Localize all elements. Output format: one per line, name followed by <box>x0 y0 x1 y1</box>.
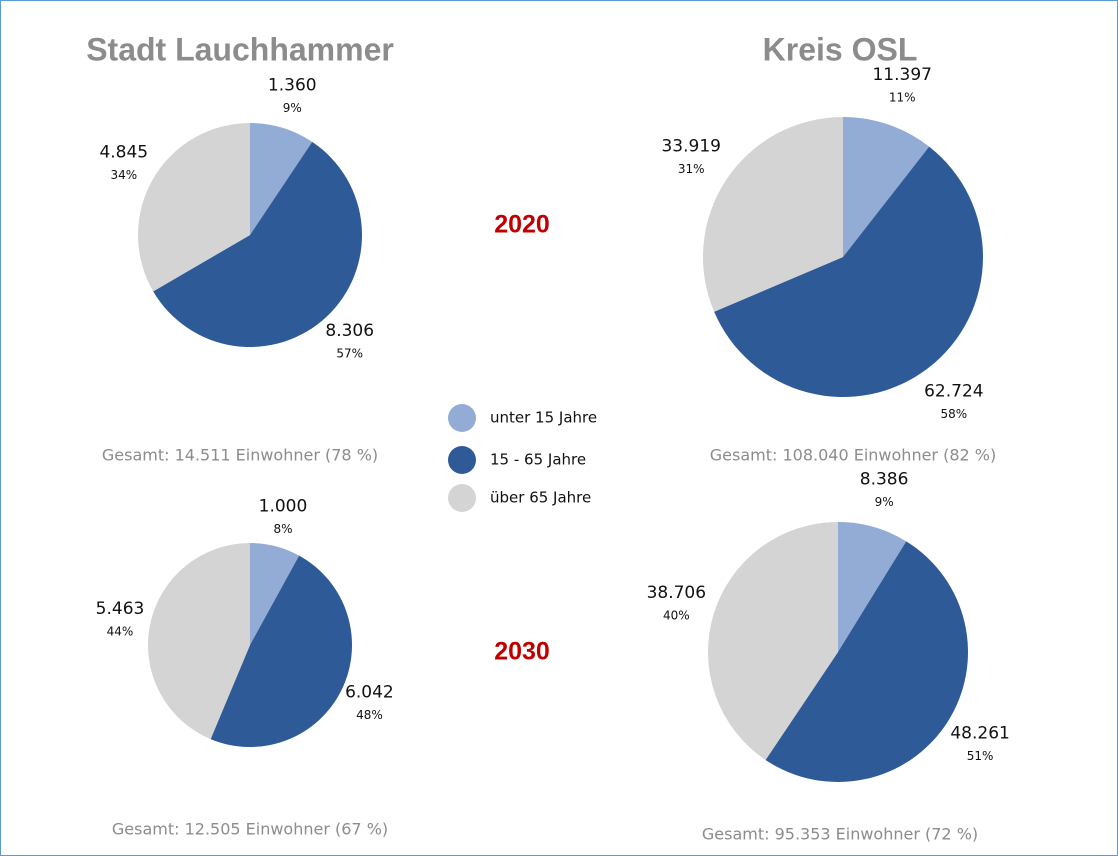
percent-label: 44% <box>107 624 134 638</box>
percent-label: 40% <box>663 608 690 622</box>
value-label: 6.042 <box>345 683 394 703</box>
pie-slice <box>138 123 250 292</box>
legend-label: unter 15 Jahre <box>490 409 597 427</box>
value-label: 48.261 <box>950 723 1009 743</box>
value-label: 4.845 <box>99 142 148 162</box>
caption: Gesamt: 12.505 Einwohner (67 %) <box>112 820 388 839</box>
percent-label: 9% <box>283 101 302 115</box>
caption: Gesamt: 108.040 Einwohner (82 %) <box>710 446 996 465</box>
pie-slice <box>765 541 968 782</box>
pie-slice <box>703 117 843 312</box>
percent-label: 51% <box>967 749 994 763</box>
pie-slice <box>707 522 838 760</box>
year-label: 2030 <box>494 638 550 666</box>
pie-slice <box>250 123 313 235</box>
pie-slice <box>148 543 250 740</box>
pie-slice <box>153 141 363 347</box>
value-label: 38.706 <box>647 583 706 603</box>
percent-label: 57% <box>336 347 363 361</box>
pie-slice <box>250 543 300 645</box>
pie-slice <box>843 117 930 257</box>
percent-label: 8% <box>273 522 292 536</box>
legend-label: 15 - 65 Jahre <box>490 451 586 469</box>
percent-label: 11% <box>889 90 916 104</box>
percent-label: 58% <box>941 407 968 421</box>
legend-swatch <box>448 484 476 512</box>
value-label: 5.463 <box>96 599 145 619</box>
value-label: 33.919 <box>661 137 720 157</box>
percent-label: 48% <box>356 708 383 722</box>
pie-slice <box>714 146 983 398</box>
percent-label: 9% <box>875 495 894 509</box>
pie-slice <box>210 555 352 747</box>
pie-slice <box>838 522 907 652</box>
value-label: 62.724 <box>924 381 983 401</box>
column-title: Kreis OSL <box>763 31 918 67</box>
percent-label: 31% <box>678 162 705 176</box>
legend-swatch <box>448 446 476 474</box>
legend-swatch <box>448 404 476 432</box>
value-label: 11.397 <box>872 65 931 85</box>
caption: Gesamt: 14.511 Einwohner (78 %) <box>102 446 378 465</box>
caption: Gesamt: 95.353 Einwohner (72 %) <box>702 825 978 844</box>
value-label: 8.306 <box>325 321 374 341</box>
percent-label: 34% <box>110 168 137 182</box>
year-label: 2020 <box>494 211 550 239</box>
value-label: 1.000 <box>259 497 308 517</box>
legend-label: über 65 Jahre <box>490 489 591 507</box>
value-label: 1.360 <box>268 76 317 96</box>
column-title: Stadt Lauchhammer <box>86 31 394 67</box>
value-label: 8.386 <box>860 469 909 489</box>
